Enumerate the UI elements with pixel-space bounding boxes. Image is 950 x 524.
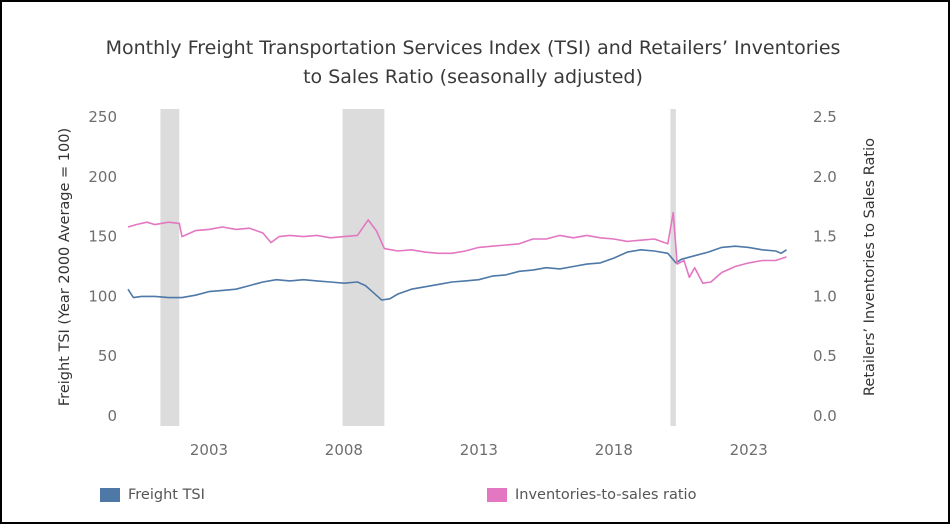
- legend-item-inventories-ratio[interactable]: Inventories-to-sales ratio: [487, 487, 696, 503]
- right-tick-label: 2.5: [813, 108, 837, 126]
- right-tick-label: 0.5: [813, 347, 837, 365]
- chart-title-line-2: to Sales Ratio (seasonally adjusted): [303, 66, 643, 88]
- right-axis-ticks: 0.0 0.5 1.0 1.5 2.0 2.5: [813, 108, 837, 425]
- x-tick-label: 2013: [460, 441, 498, 459]
- right-tick-label: 1.5: [813, 228, 837, 246]
- freight-tsi-line: [127, 245, 787, 301]
- right-tick-label: 1.0: [813, 287, 837, 305]
- left-tick-label: 200: [88, 168, 117, 186]
- x-axis-ticks: 2003 2008 2013 2018 2023: [190, 441, 768, 459]
- right-axis-title: Retailers’ Inventories to Sales Ratio: [862, 138, 878, 396]
- left-tick-label: 150: [88, 228, 117, 246]
- recession-shading: [160, 109, 676, 426]
- legend-label-freight-tsi: Freight TSI: [128, 487, 205, 503]
- legend-swatch-freight-tsi: [100, 488, 120, 502]
- legend-label-inventories-ratio: Inventories-to-sales ratio: [515, 487, 697, 503]
- recession-band-1: [342, 109, 385, 426]
- x-tick-label: 2023: [730, 441, 768, 459]
- left-tick-label: 250: [88, 108, 117, 126]
- x-tick-label: 2003: [190, 441, 228, 459]
- recession-band-2: [670, 109, 676, 426]
- left-axis-ticks: 0 50 100 150 200 250: [88, 108, 117, 425]
- left-tick-label: 50: [98, 347, 117, 365]
- x-tick-label: 2018: [595, 441, 633, 459]
- legend-item-freight-tsi[interactable]: Freight TSI: [100, 487, 205, 503]
- recession-band-0: [160, 109, 180, 426]
- left-tick-label: 100: [88, 287, 117, 305]
- left-axis-title: Freight TSI (Year 2000 Average = 100): [57, 128, 73, 406]
- chart-title: Monthly Freight Transportation Services …: [0, 34, 946, 92]
- inventories-ratio-line: [127, 211, 787, 284]
- series-lines: [127, 211, 787, 301]
- chart-title-line-1: Monthly Freight Transportation Services …: [105, 37, 841, 59]
- right-tick-label: 0.0: [813, 407, 837, 425]
- legend-swatch-inventories-ratio: [487, 488, 507, 502]
- x-tick-label: 2008: [325, 441, 363, 459]
- right-tick-label: 2.0: [813, 168, 837, 186]
- left-tick-label: 0: [107, 407, 117, 425]
